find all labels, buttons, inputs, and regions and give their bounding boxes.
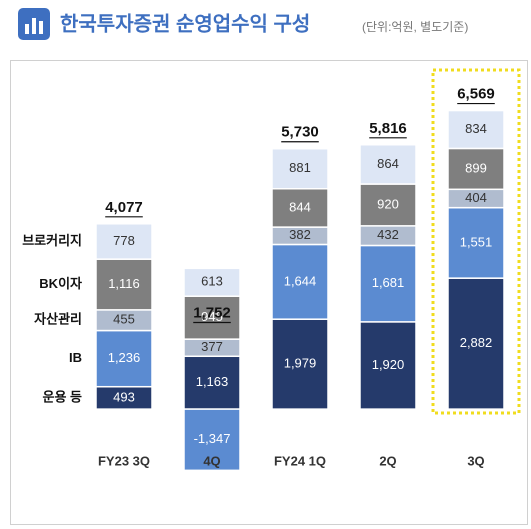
segment-label: 432	[377, 227, 399, 242]
total-label: 6,569	[457, 86, 495, 103]
segment-label: 1,163	[196, 374, 229, 389]
bar-segment	[359, 321, 417, 410]
segment-label: 377	[201, 339, 223, 354]
bar-segment	[183, 267, 241, 297]
x-tick-label: 2Q	[379, 453, 396, 468]
segment-label: 864	[377, 156, 399, 171]
bar-segment	[95, 258, 153, 311]
bar-segment	[271, 243, 329, 320]
segment-label: -1,347	[194, 431, 231, 446]
segment-label: 2,882	[460, 335, 493, 350]
segment-label: 945	[201, 309, 223, 324]
segment-label: 899	[465, 160, 487, 175]
segment-label: 834	[465, 121, 487, 136]
bar-segment	[359, 244, 417, 323]
segment-label: 1,116	[108, 276, 140, 291]
icon-bar	[25, 24, 29, 34]
bar-segment	[95, 329, 153, 388]
segment-label: 455	[113, 312, 135, 327]
x-tick-label: FY24 1Q	[274, 453, 326, 468]
bar-segment	[359, 144, 417, 185]
bar-segment	[183, 355, 241, 410]
total-label: 1,752	[193, 304, 231, 321]
chart-subtitle: (단위:억원, 별도기준)	[362, 20, 468, 34]
x-tick-label: 3Q	[467, 453, 484, 468]
legend-label: 브로커리지	[22, 233, 82, 248]
segment-label: 778	[113, 233, 135, 248]
total-label: 4,077	[105, 199, 143, 216]
icon-bar	[39, 21, 43, 34]
bar-segment	[447, 206, 505, 279]
x-tick-label: FY23 3Q	[98, 453, 150, 468]
segment-label: 1,644	[284, 273, 317, 288]
segment-label: 1,979	[284, 356, 317, 371]
bar-segment	[183, 408, 241, 472]
total-label: 5,816	[369, 120, 407, 137]
segment-label: 404	[465, 190, 487, 205]
bar-segment	[183, 295, 241, 340]
segment-label: 493	[113, 389, 135, 404]
bar-segment	[271, 147, 329, 190]
bar-segment	[447, 109, 505, 150]
bar-segment	[447, 147, 505, 191]
legend-label: 자산관리	[34, 312, 82, 327]
legend-label: IB	[69, 350, 82, 365]
x-tick-label: 4Q	[203, 453, 220, 468]
segment-label: 382	[289, 227, 311, 242]
total-label: 5,730	[281, 124, 319, 141]
bar-segment	[447, 277, 505, 410]
segment-label: 1,920	[372, 357, 405, 372]
chart-title: 한국투자증권 순영업수익 구성	[60, 12, 310, 35]
segment-label: 1,681	[372, 275, 405, 290]
bar-segment	[95, 223, 153, 260]
segment-label: 1,236	[108, 350, 141, 365]
segment-label: 844	[289, 199, 311, 214]
segment-label: 881	[289, 160, 311, 175]
legend-label: BK이자	[39, 276, 82, 291]
segment-label: 1,551	[460, 234, 493, 249]
legend-label: 운용 등	[43, 389, 83, 404]
icon-bar	[32, 18, 36, 34]
segment-label: 613	[201, 274, 223, 289]
segment-label: 920	[377, 196, 399, 211]
highlight-box	[431, 68, 521, 415]
chart-frame	[10, 60, 528, 525]
bar-segment	[271, 188, 329, 228]
